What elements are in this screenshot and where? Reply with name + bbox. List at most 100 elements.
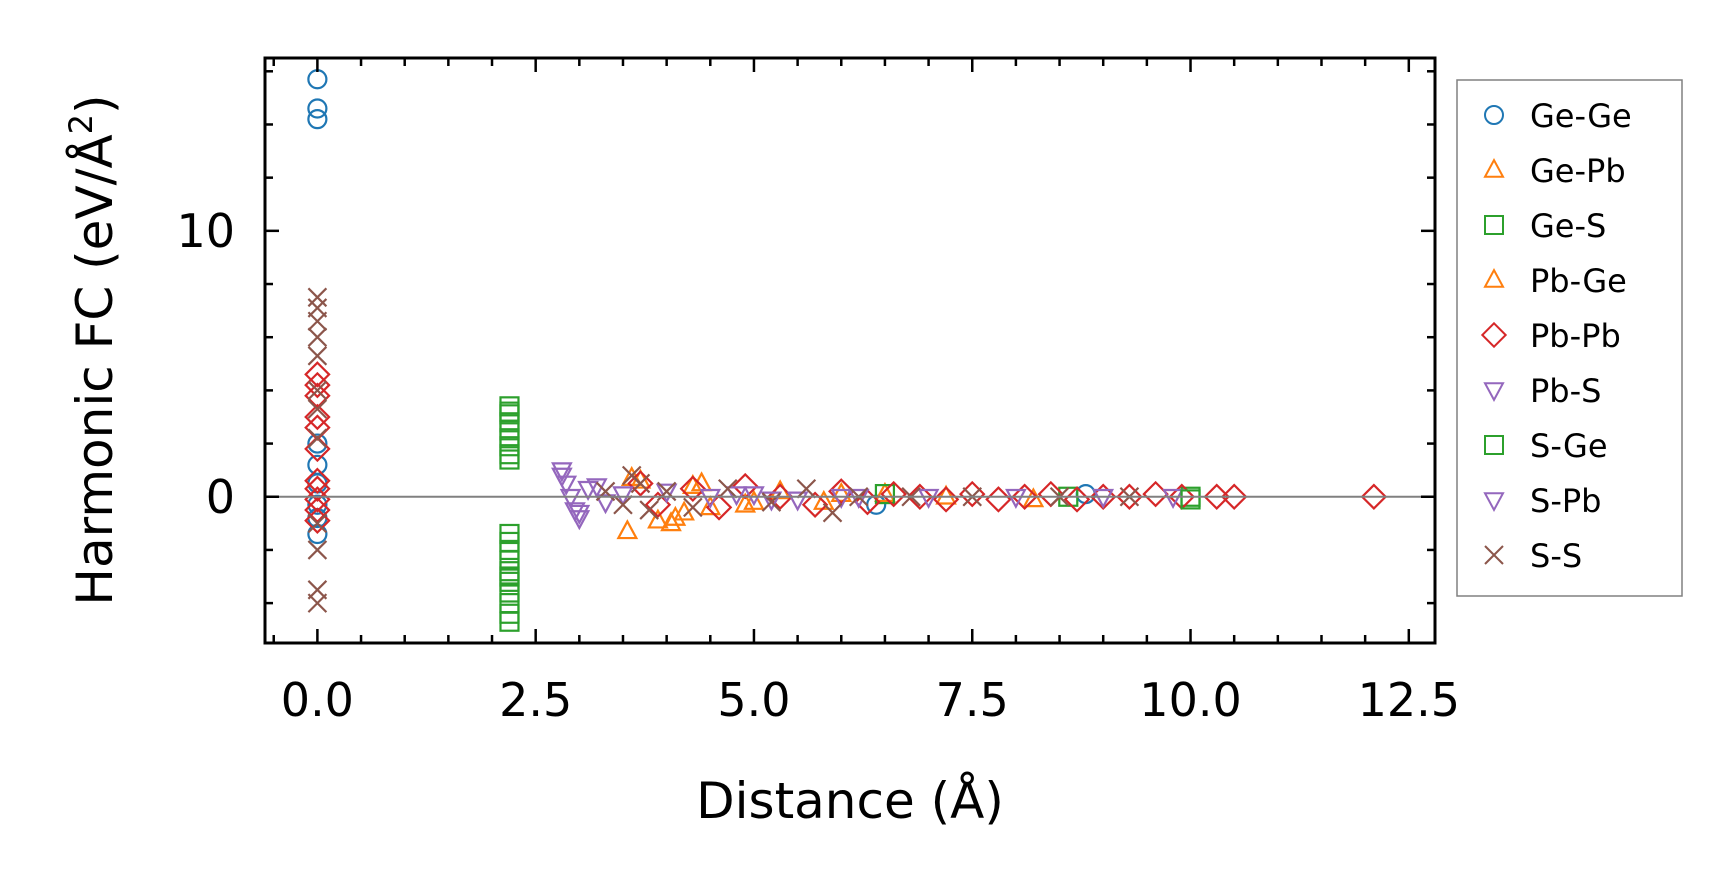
data-point-pb-s-9 [699,488,722,509]
data-point-pb-pb-0 [304,361,331,388]
data-point-ge-pb-12 [1022,487,1045,508]
data-point-pb-s-7 [612,486,634,507]
data-point-ge-ge-6 [307,494,328,515]
data-point-pb-pb-27 [1063,486,1091,513]
data-point-s-s-21 [796,478,817,499]
plot-frame [263,56,1437,645]
data-point-pb-ge-4 [830,481,853,502]
data-point-s-s-13 [613,494,633,515]
data-point-ge-s-17 [499,611,520,632]
data-point-s-s-11 [307,593,328,613]
data-point-s-s-19 [717,478,738,499]
data-point-pb-pb-17 [801,491,829,518]
data-point-pb-pb-8 [304,486,331,513]
legend-label-ge-pb: Ge-Pb [1530,152,1626,190]
data-point-ge-ge-1 [307,98,328,119]
data-point-pb-s-12 [830,488,853,509]
legend-marker-pb-s [1483,382,1505,403]
data-point-pb-s-16 [1162,488,1184,509]
legend-marker-s-pb [1483,492,1505,513]
data-point-s-s-5 [307,380,328,401]
data-point-ge-pb-0 [616,519,639,540]
data-point-ge-pb-11 [935,484,957,505]
x-tick-label: 2.5 [499,673,572,727]
data-point-pb-pb-13 [679,475,707,503]
data-point-s-s-7 [307,428,328,449]
data-point-s-s-8 [307,513,328,534]
data-point-ge-ge-3 [307,433,328,454]
data-point-pb-pb-7 [304,475,331,503]
data-point-s-s-22 [822,502,843,523]
data-point-pb-pb-20 [880,480,907,508]
data-points [304,69,1388,632]
data-point-pb-s-4 [568,510,591,531]
data-point-pb-s-2 [559,488,582,509]
data-point-ge-ge-8 [307,523,328,545]
data-point-pb-pb-2 [304,382,331,409]
x-axis-label: Distance (Å) [696,772,1004,830]
x-tick-label: 0.0 [281,673,354,727]
data-point-pb-pb-6 [304,467,331,495]
data-point-pb-pb-11 [627,470,654,497]
data-point-s-ge-1 [499,566,520,587]
legend-label-pb-s: Pb-S [1530,372,1601,410]
data-point-pb-s-0 [551,462,573,483]
data-point-s-ge-2 [1180,489,1201,510]
data-point-s-s-4 [307,346,328,366]
data-point-s-pb-0 [551,467,573,488]
data-point-pb-ge-1 [664,505,687,526]
legend-marker-ge-ge [1484,105,1504,125]
data-point-pb-s-13 [917,488,940,509]
data-point-pb-s-8 [655,483,678,504]
data-point-ge-s-10 [499,539,520,561]
data-point-s-s-9 [307,540,328,560]
data-point-pb-pb-33 [1220,483,1248,511]
data-point-s-pb-5 [847,488,870,509]
legend-label-s-pb: S-Pb [1530,482,1601,520]
x-tick-label: 12.5 [1358,673,1460,727]
data-point-pb-s-10 [743,486,765,507]
data-point-s-pb-1 [568,504,591,525]
data-point-pb-pb-24 [985,486,1012,513]
data-point-ge-pb-6 [699,495,722,516]
data-point-pb-pb-3 [304,403,331,431]
data-point-pb-s-11 [786,491,809,512]
data-point-pb-s-14 [1005,488,1027,509]
legend-label-s-ge: S-Ge [1530,427,1608,465]
legend-label-s-s: S-S [1530,537,1582,575]
legend: Ge-Ge Ge-Pb Ge-S Pb-Ge Pb-Pb Pb-S S-Ge S-Pb S-S [1456,79,1683,597]
y-axis-label: Harmonic FC (eV/Å2) [62,94,124,605]
plot-area [265,58,1435,643]
data-point-pb-pb-34 [1360,483,1388,511]
legend-marker-s-ge [1484,435,1504,455]
data-point-s-s-3 [307,327,328,347]
data-point-pb-pb-29 [1116,483,1143,511]
data-point-s-ge-0 [499,401,520,422]
legend-marker-pb-pb [1480,321,1508,349]
legend-marker-ge-pb [1483,157,1505,178]
legend-marker-s-s [1484,545,1504,565]
data-point-pb-pb-21 [906,483,934,511]
y-tick-label: 10 [176,204,235,258]
data-point-s-pb-3 [725,486,748,507]
data-point-s-s-6 [307,399,328,419]
data-point-s-s-2 [307,311,328,332]
legend-marker-pb-ge [1483,267,1505,288]
data-point-pb-s-15 [1092,488,1115,509]
data-point-ge-pb-5 [681,473,704,494]
legend-label-ge-s: Ge-S [1530,207,1606,245]
legend-label-ge-ge: Ge-Ge [1530,97,1632,135]
legend-label-pb-ge: Pb-Ge [1530,262,1627,300]
data-point-pb-ge-3 [743,489,765,510]
data-point-pb-pb-15 [731,472,759,500]
data-point-ge-pb-7 [734,492,757,513]
data-point-ge-pb-2 [647,508,669,529]
y-tick-label: 0 [206,470,235,524]
x-tick-label: 7.5 [936,673,1009,727]
data-point-ge-s-7 [499,449,520,470]
x-tick-label: 10.0 [1139,673,1241,727]
data-point-s-s-18 [683,497,703,518]
data-point-ge-s-14 [499,582,520,603]
data-point-ge-s-11 [499,550,520,571]
